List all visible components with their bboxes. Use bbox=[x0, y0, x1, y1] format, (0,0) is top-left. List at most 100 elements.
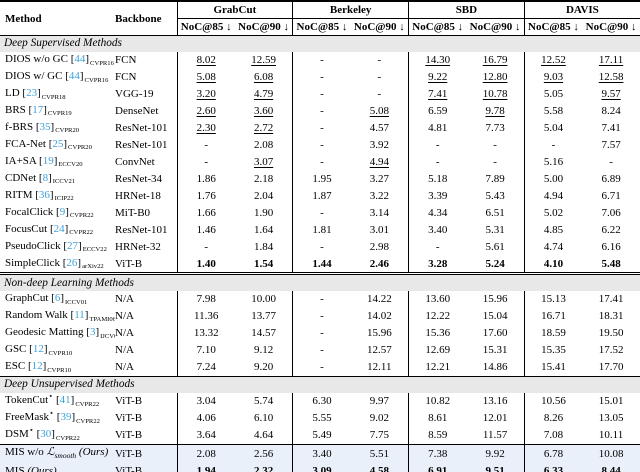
method-name: FocusCut bbox=[5, 222, 48, 235]
method-cell: SimpleClick [26]arXiv22 bbox=[5, 256, 104, 271]
noc-value: 13.77 bbox=[251, 310, 276, 323]
noc-value-cell: 12.57 bbox=[351, 342, 409, 359]
noc-value: - bbox=[320, 53, 324, 66]
method-cell: f-BRS [35]CVPR20 bbox=[5, 120, 80, 135]
noc-value-cell: 2.56 bbox=[235, 444, 293, 464]
metric-header-noc85: NoC@85 ↓ bbox=[523, 18, 583, 36]
method-name: GSC bbox=[5, 343, 27, 356]
noc-value: 9.92 bbox=[485, 447, 505, 460]
noc-value: - bbox=[320, 240, 324, 253]
noc-value: 1.44 bbox=[312, 257, 332, 270]
noc-value: 1.66 bbox=[196, 206, 216, 219]
venue-label: ECCV20 bbox=[58, 161, 83, 169]
noc-value: 4.79 bbox=[253, 87, 274, 100]
table-row: Geodesic Matting [3]IJCV09N/A 13.32 14.57 -… bbox=[0, 325, 640, 343]
noc-value: 7.41 bbox=[601, 121, 621, 134]
noc-value: 1.94 bbox=[196, 465, 216, 472]
noc-value-cell: 6.16 bbox=[582, 238, 640, 255]
noc-value: - bbox=[204, 155, 209, 168]
metric-header-noc90: NoC@90 ↓ bbox=[585, 21, 637, 33]
noc-value-cell: 5.49 bbox=[292, 426, 351, 445]
noc-value-cell: 2.30 bbox=[176, 119, 235, 137]
noc-value-cell: 17.70 bbox=[582, 359, 640, 376]
noc-value: 6.22 bbox=[601, 223, 621, 236]
noc-value-cell: 3.39 bbox=[408, 187, 467, 205]
noc-value: 6.30 bbox=[312, 394, 332, 407]
noc-value: - bbox=[320, 293, 324, 306]
method-cell: FCA-Net [25]CVPR20 bbox=[5, 137, 92, 152]
noc-value: 4.94 bbox=[369, 155, 389, 168]
metric-header-noc85: NoC@85 ↓ bbox=[292, 18, 351, 36]
noc-value-cell: 6.71 bbox=[582, 188, 640, 205]
backbone-cell: VGG-19 bbox=[115, 87, 154, 100]
noc-value-cell: 12.58 bbox=[582, 69, 640, 86]
loss-symbol: ℒsmooth bbox=[46, 445, 77, 461]
noc-value: 4.74 bbox=[543, 240, 564, 253]
method-cell: RITM [36]ICIP22 bbox=[5, 188, 74, 203]
noc-value: 3.09 bbox=[312, 465, 332, 472]
noc-value-cell: 3.27 bbox=[351, 171, 409, 188]
noc-value-cell: 15.01 bbox=[582, 393, 640, 410]
backbone-cell: HRNet-18 bbox=[115, 189, 161, 202]
method-name: GraphCut bbox=[5, 292, 49, 305]
noc-value-cell: - bbox=[292, 204, 351, 222]
noc-value: 7.24 bbox=[196, 361, 216, 374]
noc-value-cell: - bbox=[582, 154, 640, 171]
noc-value: 9.20 bbox=[253, 361, 274, 374]
noc-value: 1.86 bbox=[196, 172, 216, 185]
method-name: MIS w/o bbox=[5, 445, 44, 458]
method-cell: TokenCut⋆ [41]CVPR22 bbox=[5, 392, 100, 408]
noc-value-cell: 5.51 bbox=[351, 444, 409, 464]
noc-value-cell: 14.22 bbox=[351, 291, 409, 308]
noc-value: 3.22 bbox=[369, 189, 389, 202]
noc-value-cell: 6.51 bbox=[466, 205, 524, 222]
method-name: SimpleClick bbox=[5, 256, 60, 269]
noc-value-cell: 10.78 bbox=[466, 86, 524, 103]
noc-value-cell: 9.03 bbox=[523, 68, 583, 86]
noc-value: - bbox=[377, 70, 382, 83]
noc-value-cell: 12.80 bbox=[466, 69, 524, 86]
noc-value: 8.44 bbox=[601, 465, 621, 472]
noc-value: 4.57 bbox=[369, 121, 389, 134]
noc-value: 14.02 bbox=[366, 310, 392, 323]
noc-value: 2.08 bbox=[196, 447, 216, 460]
noc-value: - bbox=[204, 138, 209, 151]
noc-value-cell: 6.78 bbox=[523, 444, 583, 464]
citation-number: 25 bbox=[52, 137, 64, 150]
section-title: Deep Unsupervised Methods bbox=[4, 378, 135, 391]
venue-label: CVPR19 bbox=[47, 110, 72, 118]
noc-value-cell: 6.33 bbox=[523, 463, 583, 472]
noc-value-cell: 3.01 bbox=[351, 221, 409, 238]
noc-value: 6.33 bbox=[543, 465, 564, 472]
method-cell: ESC [12]CVPR10 bbox=[5, 360, 72, 374]
citation-number: 39 bbox=[60, 410, 72, 423]
table-row: CDNet [8]ICCV21 ResNet-34 1.86 2.18 1.95 3.27… bbox=[0, 170, 640, 188]
noc-value: 9.78 bbox=[485, 104, 505, 117]
noc-value: 15.01 bbox=[598, 394, 624, 407]
noc-value-cell: - bbox=[292, 342, 351, 360]
noc-value-cell: 10.08 bbox=[582, 444, 640, 464]
noc-value-cell: - bbox=[292, 51, 351, 69]
noc-value-cell: 1.95 bbox=[292, 170, 351, 188]
noc-value: - bbox=[320, 310, 324, 323]
noc-value: - bbox=[320, 344, 324, 357]
method-cell: FocusCut [24]CVPR22 bbox=[5, 222, 94, 237]
noc-value-cell: - bbox=[351, 69, 409, 86]
noc-value-cell: 2.08 bbox=[235, 137, 293, 154]
noc-value-cell: - bbox=[292, 325, 351, 343]
metric-header-noc85: NoC@85 ↓ bbox=[176, 18, 235, 36]
noc-value: - bbox=[493, 155, 497, 168]
noc-value-cell: - bbox=[176, 136, 235, 154]
noc-value: 17.70 bbox=[598, 361, 624, 374]
noc-value: - bbox=[551, 138, 556, 151]
noc-value-cell: 15.13 bbox=[523, 291, 583, 309]
ours-label: (Ours) bbox=[27, 465, 57, 472]
noc-value: 12.11 bbox=[367, 361, 392, 374]
noc-value-cell: 8.59 bbox=[408, 426, 467, 445]
method-cell: Random Walk [11]TPAMI06 bbox=[5, 309, 115, 323]
backbone-cell: ViT-B bbox=[115, 394, 143, 407]
noc-value-cell: 8.24 bbox=[582, 103, 640, 120]
noc-value-cell: 7.41 bbox=[582, 120, 640, 137]
noc-value: 6.78 bbox=[543, 447, 564, 460]
noc-value-cell: - bbox=[292, 136, 351, 154]
